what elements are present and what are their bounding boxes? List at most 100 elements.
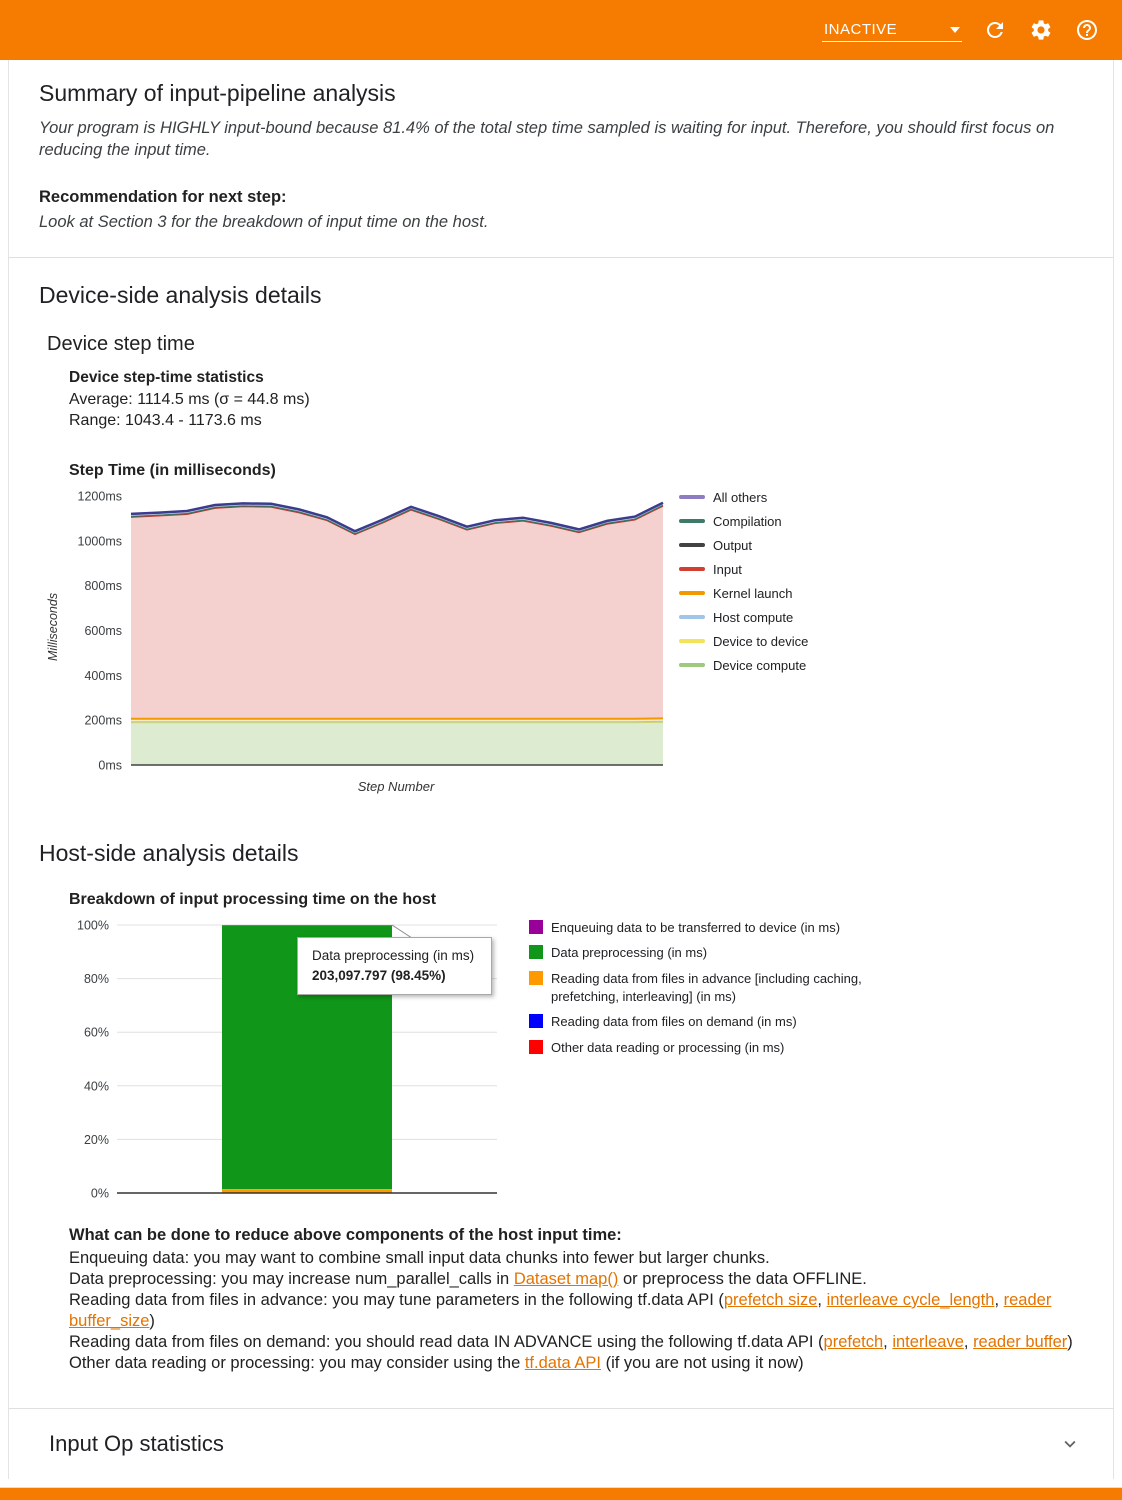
gear-icon: [1031, 20, 1051, 40]
recommendation-label: Recommendation for next step:: [39, 187, 287, 206]
host-section-title: Host-side analysis details: [39, 839, 299, 866]
host-advice-title: What can be done to reduce above compone…: [69, 1225, 622, 1244]
host-advice: What can be done to reduce above compone…: [69, 1225, 1081, 1374]
legend-swatch: [529, 945, 543, 960]
legend-item: Output: [679, 538, 808, 553]
refresh-button[interactable]: [982, 17, 1008, 43]
summary-section: Summary of input-pipeline analysis Your …: [9, 60, 1113, 258]
recommendation-text: Look at Section 3 for the breakdown of i…: [39, 212, 489, 231]
chart-tooltip: Data preprocessing (in ms) 203,097.797 (…: [297, 936, 492, 996]
footer-bar: [0, 1486, 1122, 1500]
doc-link[interactable]: prefetch: [823, 1332, 884, 1351]
device-step-stats-title: Device step-time statistics: [69, 368, 264, 386]
legend-swatch: [679, 543, 705, 548]
advice-line: Reading data from files on demand: you s…: [69, 1332, 1073, 1351]
legend-label: Reading data from files in advance [incl…: [551, 971, 862, 1004]
legend-swatch: [529, 1014, 543, 1029]
svg-text:20%: 20%: [84, 1133, 109, 1147]
device-chart-y-axis-title: Milliseconds: [46, 592, 60, 661]
legend-swatch: [529, 971, 543, 985]
host-advice-lines: Enqueuing data: you may want to combine …: [69, 1248, 1081, 1374]
legend-label: Kernel launch: [713, 585, 793, 601]
tooltip-title: Data preprocessing (in ms): [312, 947, 475, 963]
doc-link[interactable]: interleave cycle_length: [826, 1290, 995, 1309]
legend-label: Device compute: [713, 657, 807, 673]
legend-item: Reading data from files in advance [incl…: [529, 970, 864, 1005]
svg-text:400ms: 400ms: [84, 669, 122, 683]
device-section-title: Device-side analysis details: [39, 281, 322, 308]
status-label: INACTIVE: [824, 21, 898, 38]
status-dropdown[interactable]: INACTIVE: [822, 18, 962, 42]
legend-label: Data preprocessing (in ms): [551, 945, 708, 961]
svg-text:100%: 100%: [77, 918, 109, 932]
input-op-statistics-panel[interactable]: Input Op statistics: [9, 1407, 1113, 1479]
refresh-icon: [986, 21, 1003, 38]
svg-text:0%: 0%: [91, 1186, 109, 1200]
legend-item: All others: [679, 490, 808, 505]
legend-swatch: [679, 519, 705, 524]
tooltip-value: 203,097.797 (98.45%): [312, 968, 446, 984]
chevron-down-icon: [950, 26, 960, 33]
advice-line: Data preprocessing: you may increase num…: [69, 1269, 867, 1288]
doc-link[interactable]: reader buffer: [973, 1332, 1068, 1351]
legend-item: Other data reading or processing (in ms): [529, 1039, 864, 1057]
device-chart-area: 0ms 200ms 400ms 600ms 800ms 1000ms 1200ms Step…: [67, 486, 667, 794]
host-chart-legend: Enqueuing data to be transferred to devi…: [529, 915, 864, 1056]
svg-text:80%: 80%: [84, 972, 109, 986]
device-step-average: Average: 1114.5 ms (σ = 44.8 ms): [69, 390, 310, 408]
legend-swatch: [679, 567, 705, 572]
legend-item: Compilation: [679, 514, 808, 529]
legend-item: Host compute: [679, 610, 808, 625]
legend-swatch: [679, 615, 705, 620]
legend-label: Output: [713, 537, 753, 553]
doc-link[interactable]: tf.data API: [524, 1353, 601, 1372]
summary-title: Summary of input-pipeline analysis: [39, 80, 396, 106]
svg-text:1200ms: 1200ms: [78, 489, 122, 503]
legend-swatch: [529, 919, 543, 934]
device-step-stats: Device step-time statistics Average: 111…: [69, 368, 1083, 432]
legend-swatch: [679, 663, 705, 668]
svg-text:200ms: 200ms: [84, 714, 122, 728]
device-chart-title: Step Time (in milliseconds): [69, 461, 276, 479]
doc-link[interactable]: Dataset map(): [513, 1269, 619, 1288]
doc-link[interactable]: prefetch size: [723, 1290, 818, 1309]
legend-label: Other data reading or processing (in ms): [551, 1039, 785, 1055]
device-chart-legend: All others Compilation Output Input Kernel l…: [679, 486, 808, 673]
host-breakdown-chart: 0% 20% 40% 60% 80% 100% Enqueuing data to be …: [69, 915, 1083, 1207]
legend-item: Data preprocessing (in ms): [529, 944, 864, 962]
device-step-range: Range: 1043.4 - 1173.6 ms: [69, 412, 262, 430]
device-step-time-title: Device step time: [47, 332, 195, 355]
legend-label: Host compute: [713, 609, 794, 625]
legend-swatch: [679, 639, 705, 644]
legend-item: Device compute: [679, 658, 808, 673]
doc-link[interactable]: interleave: [892, 1332, 964, 1351]
svg-text:60%: 60%: [84, 1026, 109, 1040]
device-section: Device-side analysis details Device step…: [9, 258, 1113, 834]
legend-swatch: [679, 591, 705, 596]
legend-item: Enqueuing data to be transferred to devi…: [529, 919, 864, 937]
legend-label: Compilation: [713, 513, 782, 529]
topbar: INACTIVE: [0, 0, 1122, 60]
legend-label: Enqueuing data to be transferred to devi…: [551, 919, 841, 935]
doc-link[interactable]: reader buffer_size: [69, 1290, 1052, 1330]
device-step-chart: Milliseconds 0ms 200ms 400ms 600ms 800ms 1000…: [39, 486, 1083, 794]
advice-line: Reading data from files in advance: you …: [69, 1290, 1052, 1330]
legend-label: Device to device: [713, 633, 809, 649]
settings-button[interactable]: [1028, 17, 1054, 43]
main-content: Summary of input-pipeline analysis Your …: [8, 60, 1114, 1479]
svg-text:40%: 40%: [84, 1079, 109, 1093]
svg-text:1000ms: 1000ms: [78, 534, 122, 548]
legend-label: Input: [713, 561, 742, 577]
legend-item: Reading data from files on demand (in ms…: [529, 1013, 864, 1031]
advice-line: Enqueuing data: you may want to combine …: [69, 1248, 770, 1267]
summary-conclusion: Your program is HIGHLY input-bound becau…: [39, 119, 1055, 160]
legend-item: Device to device: [679, 634, 808, 649]
chevron-down-icon[interactable]: [1059, 1433, 1081, 1455]
input-op-statistics-title: Input Op statistics: [49, 1430, 224, 1456]
svg-text:600ms: 600ms: [84, 624, 122, 638]
host-chart-title: Breakdown of input processing time on th…: [69, 890, 437, 908]
legend-item: Kernel launch: [679, 586, 808, 601]
device-chart-canvas[interactable]: 0ms 200ms 400ms 600ms 800ms 1000ms 1200ms: [67, 486, 667, 774]
help-icon: [1077, 20, 1097, 40]
help-button[interactable]: [1074, 17, 1100, 43]
